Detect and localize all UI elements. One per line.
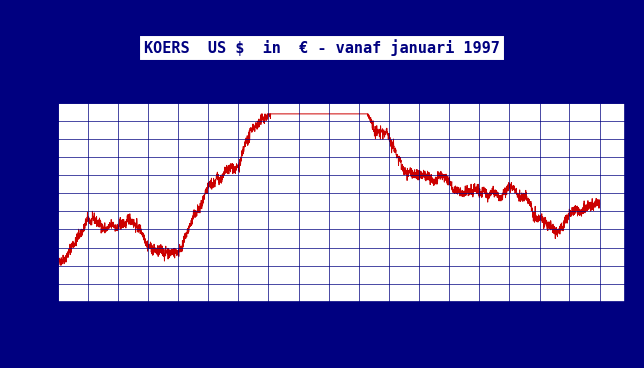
Text: KOERS  US $  in  € - vanaf januari 1997: KOERS US $ in € - vanaf januari 1997: [144, 39, 500, 56]
